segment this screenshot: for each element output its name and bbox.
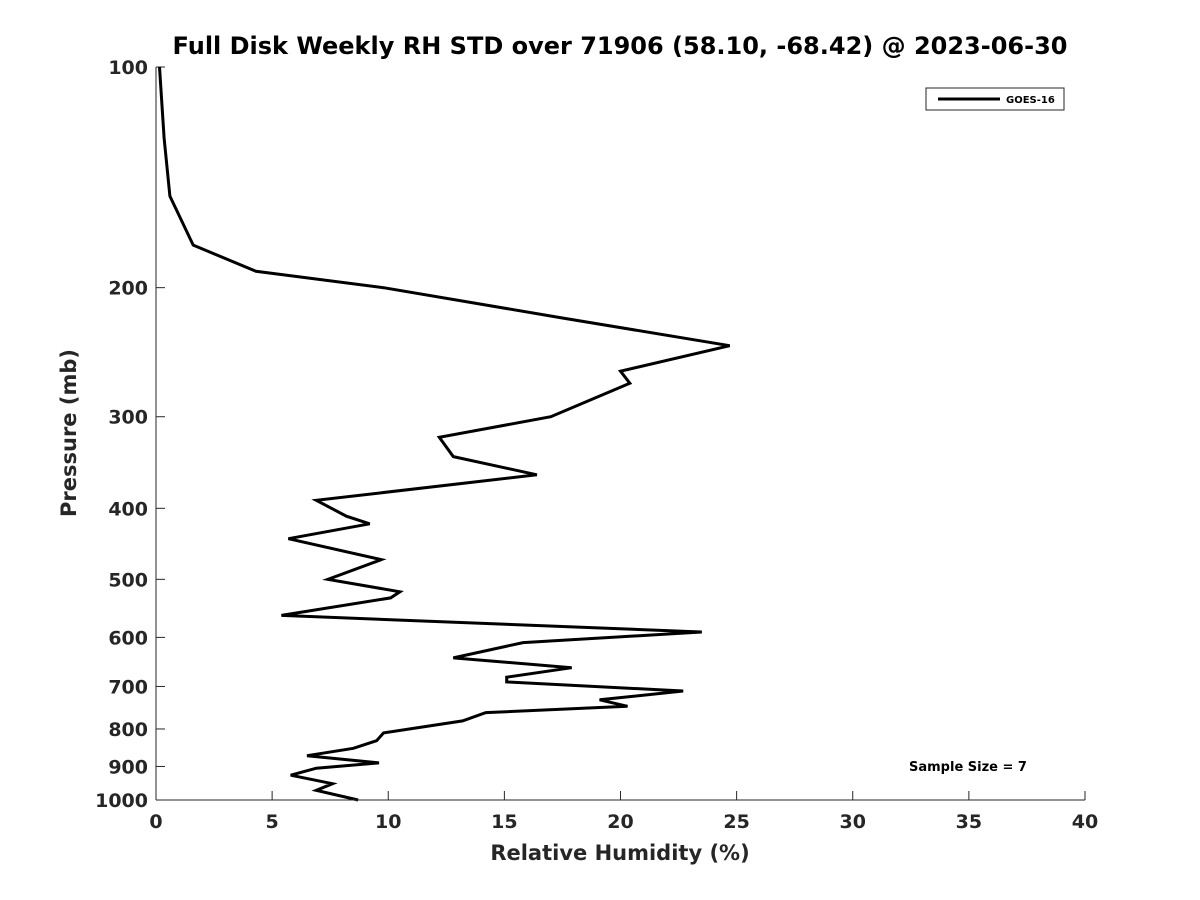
y-tick-label-1000: 1000 xyxy=(95,790,148,812)
x-axis-label: Relative Humidity (%) xyxy=(490,841,749,865)
x-tick-label-25: 25 xyxy=(723,811,749,833)
chart-title: Full Disk Weekly RH STD over 71906 (58.1… xyxy=(173,32,1068,60)
x-tick-label-30: 30 xyxy=(840,811,866,833)
legend: GOES-16 xyxy=(925,87,1065,111)
y-tick-label-900: 900 xyxy=(108,756,148,778)
sample-size-annotation: Sample Size = 7 xyxy=(909,760,1027,775)
x-tick-label-20: 20 xyxy=(607,811,633,833)
y-tick-label-600: 600 xyxy=(108,627,148,649)
y-tick-label-300: 300 xyxy=(108,407,148,429)
x-tick-label-35: 35 xyxy=(956,811,982,833)
x-axis-ticks: 0 5 10 15 20 25 30 35 40 xyxy=(149,791,1098,833)
y-tick-label-700: 700 xyxy=(108,676,148,698)
y-tick-label-100: 100 xyxy=(108,57,148,79)
y-tick-label-200: 200 xyxy=(108,278,148,300)
y-tick-label-400: 400 xyxy=(108,498,148,520)
legend-label-goes-16: GOES-16 xyxy=(1006,95,1055,106)
x-tick-label-5: 5 xyxy=(266,811,279,833)
y-axis-ticks: 100 200 300 400 500 600 700 800 900 1000 xyxy=(95,57,165,812)
x-tick-label-40: 40 xyxy=(1072,811,1098,833)
x-tick-label-15: 15 xyxy=(491,811,517,833)
y-tick-label-800: 800 xyxy=(108,719,148,741)
y-axis-label: Pressure (mb) xyxy=(57,349,81,517)
x-tick-label-10: 10 xyxy=(375,811,401,833)
series-lines xyxy=(158,66,731,802)
x-tick-label-0: 0 xyxy=(149,811,162,833)
series-line-goes-16 xyxy=(158,66,731,802)
y-tick-label-500: 500 xyxy=(108,569,148,591)
